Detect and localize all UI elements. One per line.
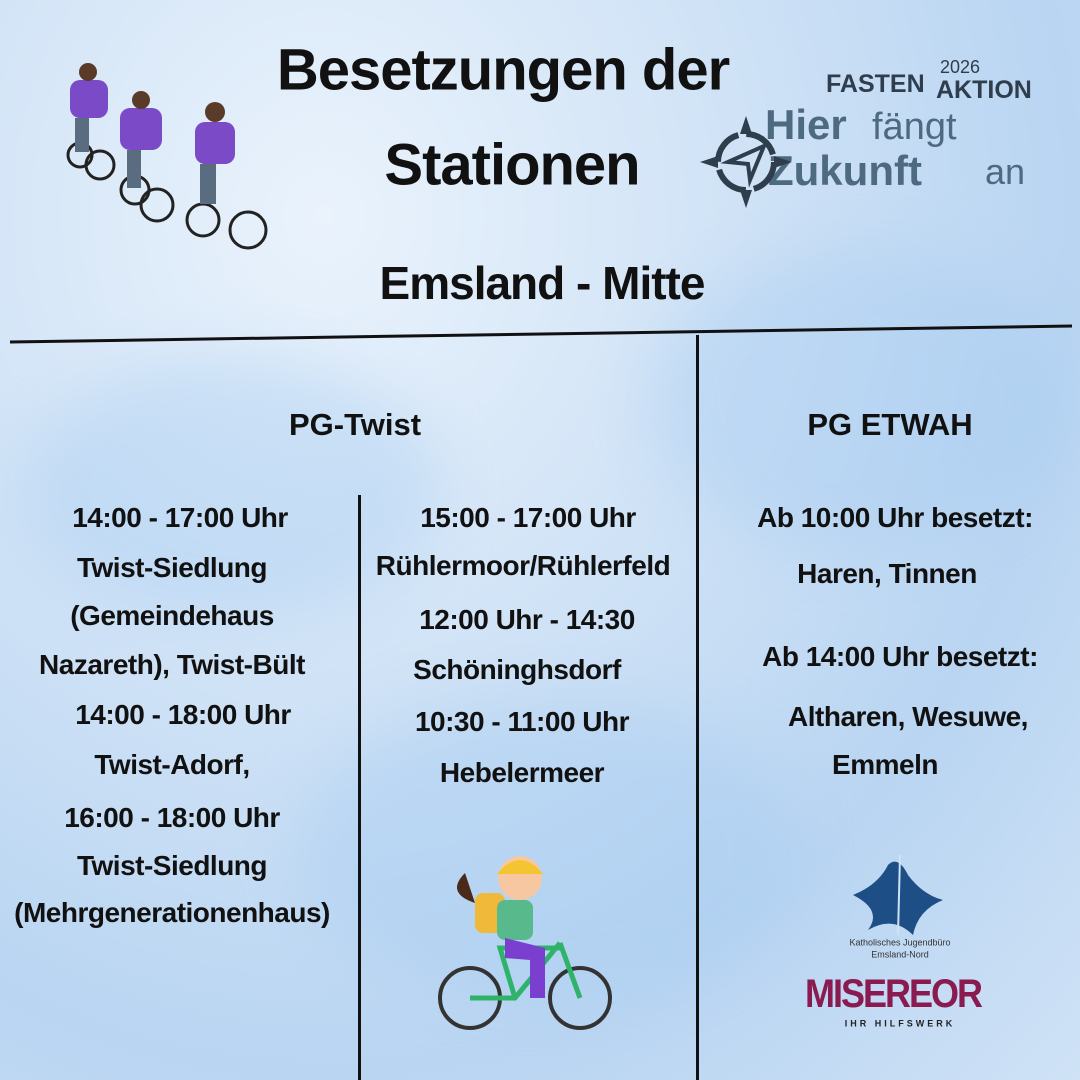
girl-cyclist-illustration bbox=[438, 856, 612, 1030]
column-divider bbox=[696, 335, 699, 1080]
twist-right-line: Hebelermeer bbox=[439, 757, 605, 788]
logo-year: 2026 bbox=[940, 57, 981, 77]
background-cloud bbox=[20, 360, 440, 620]
logo-slogan-faengt: fängt bbox=[872, 106, 957, 148]
twist-right-line: 10:30 - 11:00 Uhr bbox=[414, 706, 630, 737]
etwah-line: Haren, Tinnen bbox=[797, 558, 977, 589]
etwah-line: Emmeln bbox=[832, 749, 938, 780]
region-title: Emsland - Mitte bbox=[379, 257, 706, 309]
pg-etwah-heading: PG ETWAH bbox=[807, 407, 973, 442]
twist-left-line: Nazareth), Twist-Bült bbox=[39, 649, 305, 680]
twist-left-line: 14:00 - 18:00 Uhr bbox=[75, 699, 291, 730]
compass-icon bbox=[700, 116, 792, 208]
jugendbuero-emblem bbox=[853, 855, 943, 936]
misereor-name: MISEREOR bbox=[804, 970, 983, 1016]
twist-left-line: (Mehrgenerationenhaus) bbox=[14, 897, 330, 928]
etwah-line: Ab 14:00 Uhr besetzt: bbox=[762, 641, 1038, 672]
twist-right-line: Schöninghsdorf bbox=[413, 654, 621, 685]
twist-left-line: 14:00 - 17:00 Uhr bbox=[72, 502, 288, 533]
twist-left-line: Twist-Siedlung bbox=[76, 850, 268, 881]
twist-right-line: 12:00 Uhr - 14:30 bbox=[419, 604, 635, 635]
logo-slogan-an: an bbox=[985, 151, 1026, 192]
jugendbuero-name: Katholisches Jugendbüro bbox=[849, 937, 951, 948]
twist-left-line: Twist-Adorf, bbox=[94, 749, 250, 780]
logo-brand-2: AKTION bbox=[936, 76, 1032, 104]
twist-left-line: 16:00 - 18:00 Uhr bbox=[64, 802, 280, 833]
logo-slogan-zukunft: Zukunft bbox=[768, 147, 922, 194]
pg-twist-heading: PG-Twist bbox=[288, 407, 422, 442]
subcolumn-divider bbox=[358, 495, 361, 1080]
etwah-line: Ab 10:00 Uhr besetzt: bbox=[757, 502, 1033, 533]
twist-left-line: Twist-Siedlung bbox=[76, 552, 268, 583]
background-cloud bbox=[650, 250, 1070, 550]
twist-right-line: Rühlermoor/Rühlerfeld bbox=[375, 550, 671, 581]
cyclists-illustration bbox=[66, 63, 268, 250]
logo-slogan-hier: Hier bbox=[765, 101, 847, 148]
etwah-line: Altharen, Wesuwe, bbox=[788, 701, 1028, 732]
logo-brand: FASTEN bbox=[826, 70, 925, 98]
twist-right-line: 15:00 - 17:00 Uhr bbox=[420, 502, 636, 533]
twist-left-line: (Gemeindehaus bbox=[70, 600, 274, 631]
title-line-2: Stationen bbox=[384, 132, 640, 198]
jugendbuero-region: Emsland-Nord bbox=[871, 949, 929, 960]
misereor-tagline: IHR HILFSWERK bbox=[844, 1018, 956, 1029]
horizontal-divider bbox=[9, 324, 1073, 344]
title-line-1: Besetzungen der bbox=[276, 37, 730, 103]
